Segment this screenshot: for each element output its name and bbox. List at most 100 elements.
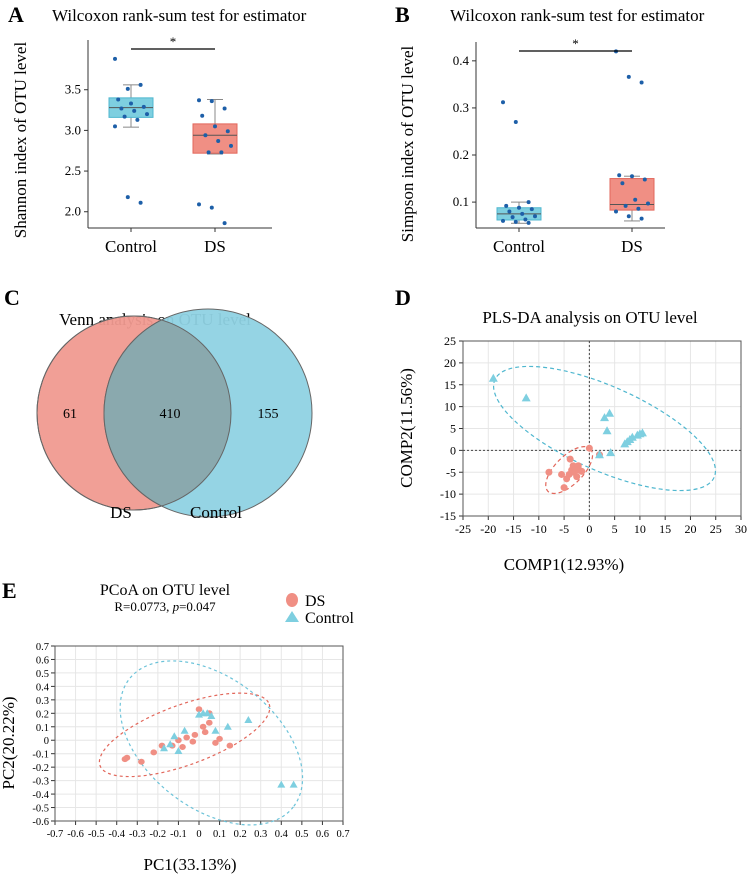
x-tick-label: 0.3 (254, 829, 267, 840)
data-point (520, 211, 525, 216)
significance-star: * (170, 34, 177, 49)
y-tick-label: 0.3 (36, 696, 49, 707)
point-control (605, 408, 615, 417)
point-ds (216, 735, 223, 742)
point-ds (191, 731, 199, 738)
panel-label-c: C (4, 285, 20, 310)
y-tick-label: 0.1 (453, 194, 469, 209)
data-point (225, 129, 230, 134)
panel-d-title: PLS-DA analysis on OTU level (482, 308, 698, 327)
y-tick-label: 0.4 (453, 53, 470, 68)
point-control (180, 726, 189, 734)
panel-a-ylabel: Shannon index of OTU level (11, 42, 30, 239)
legend-control-label: Control (305, 610, 354, 627)
panel-b-boxplot: Wilcoxon rank-sum test for estimator Sim… (398, 6, 705, 256)
data-point (116, 97, 121, 102)
y-tick-label: -0.1 (32, 750, 49, 761)
data-point (626, 214, 631, 219)
point-ds (195, 706, 203, 713)
y-tick-label: 3.5 (65, 82, 81, 97)
panel-e-legend: DS Control (285, 593, 354, 627)
x-tick-label: 0.4 (275, 829, 289, 840)
venn-shared-count: 410 (160, 407, 181, 422)
point-ds (573, 473, 581, 481)
panel-a-title: Wilcoxon rank-sum test for estimator (52, 6, 307, 25)
panel-label-b: B (395, 2, 410, 27)
data-point (639, 216, 644, 221)
point-ds (566, 455, 574, 463)
x-tick-label: -0.6 (67, 829, 84, 840)
data-point (138, 82, 143, 87)
data-point (642, 177, 647, 182)
data-point (132, 108, 137, 113)
panel-label-d: D (395, 285, 411, 310)
y-tick-label: -15 (440, 509, 456, 523)
y-tick-label: 0.6 (36, 655, 49, 666)
data-point (523, 217, 528, 222)
panel-e-pcoa: PCoA on OTU level R=0.0773, p=0.047 DS C… (0, 582, 354, 874)
point-control (521, 393, 531, 402)
y-tick-label: 3.0 (65, 122, 81, 137)
plot-frame-top (462, 340, 742, 517)
data-point (623, 203, 628, 208)
data-point (626, 74, 631, 79)
point-control (174, 747, 183, 754)
x-tick-label: 0.5 (295, 829, 308, 840)
y-tick-label: 0.2 (36, 709, 49, 720)
y-tick-label: 0 (44, 736, 49, 747)
y-tick-label: 0.3 (453, 100, 469, 115)
x-tick-label: Control (493, 237, 545, 256)
data-point (630, 174, 634, 179)
panel-c-venn: Venn analysis on OTU level 61 410 155 DS… (36, 308, 313, 522)
data-point (113, 124, 117, 129)
y-tick-label: 0.2 (453, 147, 469, 162)
point-ds (558, 470, 566, 478)
data-point (633, 197, 638, 202)
data-point (513, 120, 518, 125)
x-tick-label: -5 (559, 522, 569, 536)
x-tick-label: 0 (196, 829, 201, 840)
x-tick-label: -0.7 (47, 829, 64, 840)
data-point (510, 215, 515, 220)
data-point (216, 138, 221, 143)
legend-ds-marker (286, 593, 298, 607)
data-point (526, 200, 531, 205)
x-tick-label: -0.5 (88, 829, 105, 840)
point-control (223, 722, 232, 730)
venn-overlap (103, 316, 231, 510)
x-tick-label: -0.1 (170, 829, 187, 840)
legend-control-marker (285, 611, 299, 622)
point-control (289, 780, 298, 788)
data-point (517, 205, 521, 210)
point-control (606, 448, 616, 457)
venn-ds-only-count: 61 (63, 407, 77, 422)
point-ds (189, 738, 197, 745)
point-control (211, 726, 220, 734)
data-point (197, 202, 201, 207)
x-tick-label: 15 (659, 522, 671, 536)
point-control (166, 740, 175, 748)
y-tick-label: 0 (450, 443, 456, 457)
venn-control-label: Control (190, 503, 242, 522)
x-tick-label: -0.2 (150, 829, 167, 840)
point-ds (150, 749, 158, 756)
data-point (507, 209, 512, 214)
panel-e-title: PCoA on OTU level (100, 582, 231, 599)
data-point (513, 219, 518, 224)
point-ds (123, 754, 131, 761)
point-control (594, 450, 604, 459)
data-point (200, 113, 205, 118)
point-control (203, 709, 212, 717)
x-tick-label: 0.6 (316, 829, 329, 840)
data-point (501, 100, 505, 105)
data-point (620, 181, 625, 186)
point-ds (545, 468, 553, 476)
point-ds (212, 739, 219, 746)
y-tick-label: 0.1 (36, 723, 49, 734)
panel-e-ylabel: PC2(20.22%) (0, 696, 18, 789)
data-point (122, 114, 127, 119)
point-ds (183, 734, 190, 741)
data-point (229, 143, 233, 148)
x-tick-label: Control (105, 237, 157, 256)
